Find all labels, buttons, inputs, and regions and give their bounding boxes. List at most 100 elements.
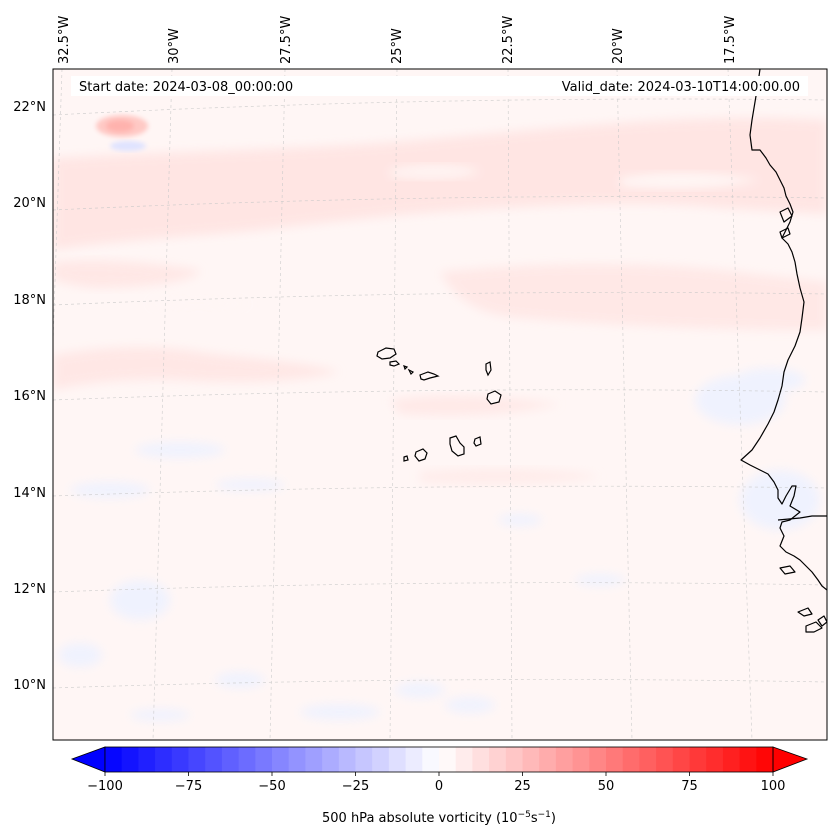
colorbar-tick-label: 0 [435,779,443,794]
lat-label: 10°N [13,678,46,693]
colorbar-cell [338,747,357,772]
coastline-bijagos [797,607,813,617]
colorbar-cell [355,747,373,772]
colorbar-cell [606,747,624,772]
island-brava [403,455,409,462]
colorbar-cell [689,747,707,772]
colorbar-cell [205,747,223,772]
colorbar-ticks: −100 −75 −50 −25 0 25 50 75 100 [87,772,785,794]
colorbar-tick-label: −100 [87,779,123,794]
lat-label: 12°N [13,582,46,597]
cape-verde-islands [376,347,502,462]
vorticity-field [53,115,827,721]
colorbar-extend-min [70,746,106,773]
lon-label: 20°W [611,28,626,64]
colorbar-cell [372,747,390,772]
colorbar-cell [722,747,741,772]
weak-pocket-3 [620,172,760,189]
island-boa-vista [486,390,502,405]
colorbar-cell [455,747,473,772]
lon-label: 17.5°W [723,16,738,64]
colorbar-cell [706,747,724,772]
positive-vorticity-strip-west [53,260,200,288]
west-africa-coastline [740,69,827,633]
lat-label: 16°N [13,389,46,404]
colorbar-cells [105,747,774,772]
coastline-main [740,69,827,591]
island-sao-nicolau-main [419,371,440,381]
island-sao-nicolau [407,368,415,376]
lon-label: 22.5°W [501,16,516,64]
colorbar-cell [472,747,490,772]
island-santo-antao [376,347,397,360]
colorbar-cell [238,747,256,772]
island-santa-luzia [403,365,409,371]
colorbar-cell [121,747,139,772]
island-sao-vicente [389,360,401,367]
map-frame [52,68,828,741]
colorbar-cell [555,747,574,772]
colorbar-cell [171,747,190,772]
positive-vorticity-band-mid [440,264,827,330]
vorticity-min-negative [110,141,146,151]
vorticity-max-positive-core [106,120,134,132]
island-sal [485,361,492,377]
gridlines [53,69,827,740]
colorbar-tick-label: −25 [342,779,369,794]
colorbar-cell [255,747,273,772]
colorbar-tick-label: 75 [681,779,698,794]
lon-label: 30°W [167,28,182,64]
colorbar-cell [405,747,423,772]
colorbar-cell [138,747,156,772]
colorbar-cell [756,747,774,772]
valid-date-label: Valid_date: 2024-03-10T14:00:00.00 [562,80,800,95]
weak-pocket-2 [390,164,480,179]
colorbar-cell [505,747,524,772]
colorbar-cell [288,747,306,772]
positive-vorticity-strip-south [420,468,600,485]
positive-vorticity-strip-center [390,395,560,416]
colorbar-cell [305,747,323,772]
colorbar-cell [105,747,123,772]
coastline-bijagos-3 [817,615,827,627]
weak-pocket-1 [150,295,250,311]
latitude-labels: 22°N 20°N 18°N 16°N 14°N 12°N 10°N [13,100,46,693]
colorbar-tick-label: −75 [175,779,202,794]
longitude-labels: 32.5°W 30°W 27.5°W 25°W 22.5°W 20°W 17.5… [57,16,738,64]
colorbar-label: 500 hPa absolute vorticity (10−5s−1) [322,810,556,826]
colorbar-cell [439,747,457,772]
colorbar-cell [188,747,206,772]
coastline-banc [779,227,791,239]
colorbar-cell [489,747,507,772]
colorbar-tick-label: 50 [598,779,615,794]
colorbar-cell [572,747,590,772]
coastline-senegal-estuary [777,515,827,521]
header-bar [71,76,808,96]
colorbar-tick-label: 100 [761,779,786,794]
colorbar-cell [739,747,757,772]
colorbar-cell [656,747,674,772]
coastline-bijagos-2 [805,621,823,633]
colorbar-cell [221,747,240,772]
positive-vorticity-band-north [53,117,827,250]
negative-vorticity-patches [58,368,820,721]
island-santiago [449,435,465,457]
lat-label: 22°N [13,100,46,115]
lon-label: 32.5°W [57,16,72,64]
colorbar-cell [322,747,340,772]
lon-label: 25°W [390,28,405,64]
lat-label: 20°N [13,196,46,211]
colorbar-cell [639,747,657,772]
colorbar-cell [422,747,440,772]
lat-label: 18°N [13,293,46,308]
lon-label: 27.5°W [279,16,294,64]
colorbar-tick-label: 25 [514,779,531,794]
lat-label: 14°N [13,486,46,501]
colorbar: −100 −75 −50 −25 0 25 50 75 100 500 hPa absolute… [70,746,809,826]
map-panel [53,69,827,740]
colorbar-cell [388,747,407,772]
colorbar-cell [539,747,557,772]
colorbar-cell [272,747,290,772]
colorbar-extend-max [772,746,809,773]
